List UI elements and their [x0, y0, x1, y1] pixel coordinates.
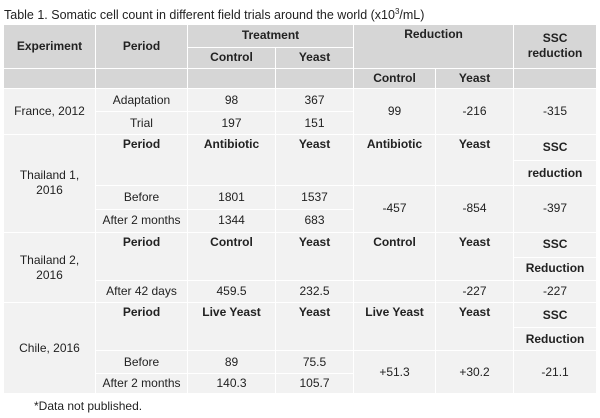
thailand2-head-r2: Yeast	[435, 231, 515, 281]
chile-period-head: Period	[95, 302, 188, 352]
value-cell: 151	[274, 111, 355, 136]
period-cell: Before	[95, 185, 188, 210]
value-cell: 89	[187, 350, 276, 375]
subheader-row: Control Yeast	[3, 67, 598, 90]
table-row: Trial 197 151	[4, 111, 597, 136]
table-row: France, 2012 Adaptation 98 367 99 -216 -…	[3, 88, 598, 136]
table-caption: Table 1. Somatic cell count in different…	[4, 4, 424, 23]
reduction-cell: -457	[353, 185, 437, 233]
header-reduction: Reduction	[353, 24, 515, 69]
thailand2-head-c2: Yeast	[274, 231, 355, 281]
value-cell: 105.7	[274, 373, 355, 394]
table-row: Before 1801 1537 -457 -854 -397	[4, 185, 598, 233]
somatic-cell-count-table: Experiment Period Treatment Reduction SS…	[3, 24, 598, 394]
reduction-yeast-cell: -216	[435, 88, 515, 136]
thailand2-head-r1: Control	[353, 231, 437, 281]
experiment-thailand1: Thailand 1, 2016	[3, 134, 96, 233]
header-treatment-control: Control	[187, 46, 276, 69]
chile-head-r2: Yeast	[435, 302, 515, 352]
value-cell: 1344	[187, 208, 276, 233]
thailand2-head-ssc2: Reduction	[513, 256, 598, 281]
value-cell: 367	[274, 88, 355, 113]
value-cell: 232.5	[274, 279, 355, 304]
ssc-reduction-cell: -397	[513, 185, 598, 233]
footnote: *Data not published.	[34, 399, 143, 413]
experiment-france: France, 2012	[3, 88, 96, 136]
reduction-cell: -227	[435, 279, 515, 304]
thailand1-head-c2: Yeast	[274, 134, 355, 187]
thailand2-period-head: Period	[95, 231, 188, 281]
ssc-reduction-cell: -21.1	[513, 350, 598, 394]
thailand1-head-row-2: reduction	[4, 160, 598, 187]
period-cell: After 2 months	[95, 373, 188, 394]
chile-head-r1: Live Yeast	[353, 302, 437, 352]
chile-head-row-1: Chile, 2016 Period Live Yeast Yeast Live…	[3, 302, 598, 394]
value-cell: 140.3	[187, 373, 276, 394]
chile-head-c1: Live Yeast	[187, 302, 276, 352]
value-cell: 1537	[274, 185, 355, 210]
table-row: After 2 months 1344 683	[4, 208, 597, 233]
ssc-reduction-cell: -227	[513, 279, 598, 304]
reduction-cell: -854	[435, 185, 515, 233]
experiment-chile: Chile, 2016	[3, 302, 96, 394]
reduction-cell: +51.3	[353, 350, 437, 394]
caption-suffix: /mL)	[399, 8, 425, 22]
thailand1-head-r2: Yeast	[435, 134, 515, 187]
value-cell: 98	[187, 88, 276, 113]
thailand1-period-head: Period	[95, 134, 188, 187]
thailand2-head-ssc1: SSC	[513, 231, 598, 258]
chile-head-ssc1: SSC	[513, 302, 598, 329]
value-cell: 75.5	[274, 350, 355, 375]
period-cell: Before	[95, 350, 188, 375]
chile-head-ssc2: Reduction	[513, 327, 598, 352]
value-cell: 459.5	[187, 279, 276, 304]
header-treatment-yeast: Yeast	[274, 46, 355, 69]
thailand1-head-ssc2: reduction	[513, 160, 598, 187]
chile-head-row-2: Reduction	[4, 327, 598, 352]
thailand2-head-c1: Control	[187, 231, 276, 281]
header-period: Period	[95, 24, 188, 69]
caption-superscript: 3	[394, 7, 400, 16]
value-cell: 1801	[187, 185, 276, 210]
header-row-2: Control Yeast	[4, 46, 597, 69]
header-ssc-line2: reduction	[527, 46, 583, 61]
reduction-control-cell: 99	[353, 88, 437, 136]
header-ssc-reduction: SSC reduction	[513, 24, 598, 69]
thailand1-head-r1: Antibiotic	[353, 134, 437, 187]
header-treatment: Treatment	[186, 24, 355, 48]
subheader-reduction-yeast: Yeast	[435, 67, 515, 90]
period-cell: After 42 days	[95, 279, 188, 304]
period-cell: Adaptation	[95, 88, 188, 113]
thailand1-head-row-1: Thailand 1, 2016 Period Antibiotic Yeast…	[3, 134, 598, 233]
thailand1-head-c1: Antibiotic	[187, 134, 276, 187]
value-cell: 197	[187, 111, 276, 136]
ssc-reduction-cell: -315	[513, 88, 598, 136]
header-row-1: Experiment Period Treatment Reduction SS…	[3, 24, 598, 69]
header-ssc-line1: SSC	[542, 31, 568, 46]
period-cell: Trial	[95, 111, 188, 136]
table-row: After 2 months 140.3 105.7	[4, 373, 597, 394]
experiment-thailand2: Thailand 2, 2016	[3, 231, 96, 304]
subheader-reduction-control: Control	[353, 67, 437, 90]
thailand1-head-ssc1: SSC	[513, 134, 598, 162]
value-cell: 683	[274, 208, 355, 233]
thailand2-head-row-1: Thailand 2, 2016 Period Control Yeast Co…	[3, 231, 598, 304]
reduction-cell: +30.2	[435, 350, 515, 394]
caption-text: Table 1. Somatic cell count in different…	[4, 8, 395, 22]
header-experiment: Experiment	[3, 24, 96, 69]
chile-head-c2: Yeast	[274, 302, 355, 352]
table-row: Before 89 75.5 +51.3 +30.2 -21.1	[4, 350, 598, 394]
period-cell: After 2 months	[95, 208, 188, 233]
